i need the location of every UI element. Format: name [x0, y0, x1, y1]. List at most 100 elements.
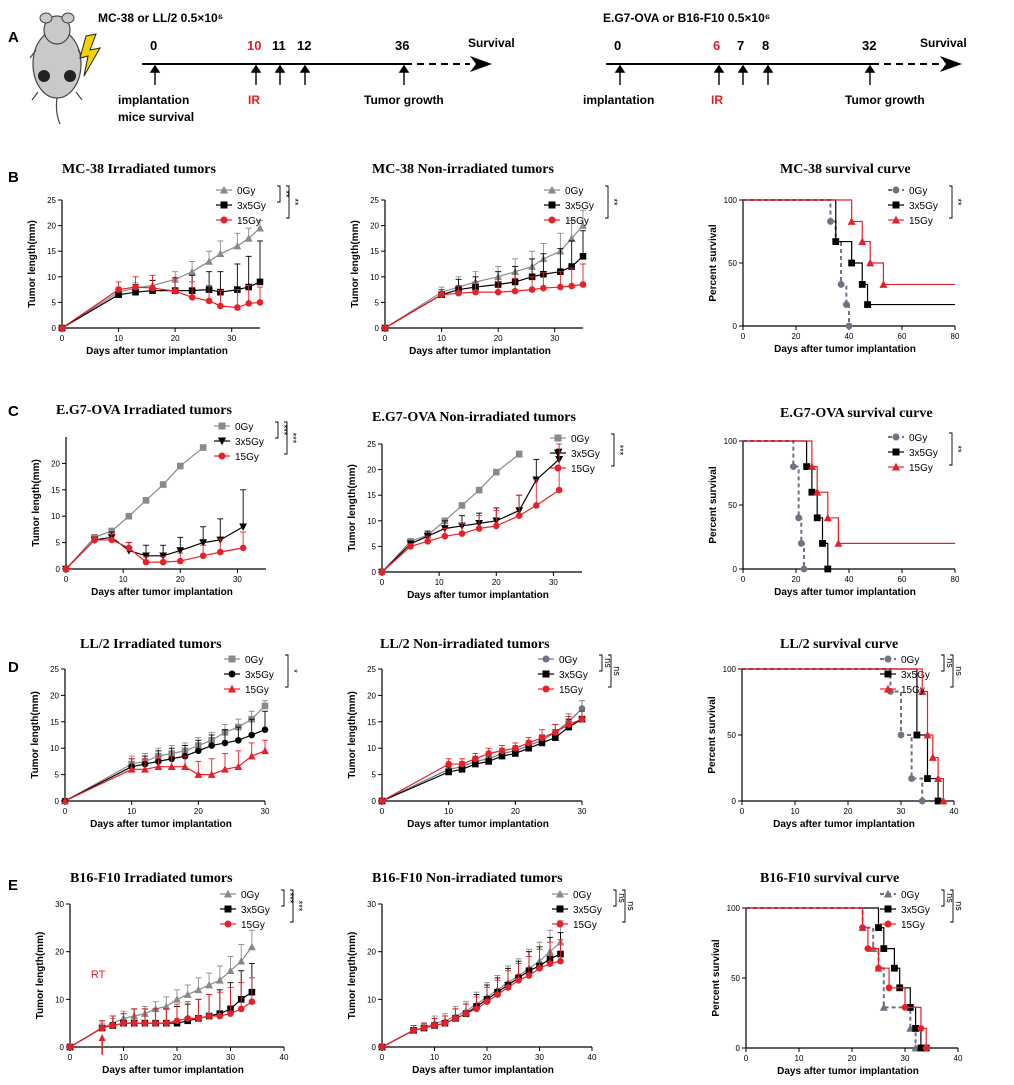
data-point: [234, 762, 243, 770]
chart-title: MC-38 survival curve: [780, 162, 911, 177]
legend-label: 0Gy: [901, 655, 919, 666]
legend-label: 3x5Gy: [565, 201, 594, 212]
data-point: [918, 797, 926, 805]
legend-label: 3x5Gy: [901, 670, 930, 681]
legend-label: 3x5Gy: [901, 905, 930, 916]
legend-label: 15Gy: [237, 216, 261, 227]
mouse-illustration: [29, 12, 101, 125]
series-0gy: [743, 440, 808, 573]
y-tick-label: 25: [47, 196, 56, 205]
x-axis-label: Days after tumor implantation: [773, 819, 915, 830]
x-axis-label: Days after tumor implantation: [777, 1066, 919, 1077]
legend-marker: [548, 201, 556, 209]
legend-marker: [218, 422, 226, 430]
y-tick-label: 15: [367, 718, 376, 727]
significance-bracket: [290, 889, 294, 923]
legend-label: 0Gy: [559, 655, 577, 666]
data-point: [127, 765, 136, 773]
legend-marker: [228, 655, 236, 663]
series-line: [61, 227, 261, 329]
legend-marker: [228, 670, 236, 678]
day-label: 36: [395, 38, 409, 53]
x-axis-label: Days after tumor implantation: [409, 346, 551, 357]
y-tick-label: 10: [367, 995, 376, 1004]
legend-entry: 15Gy: [224, 684, 269, 696]
data-point: [924, 775, 931, 782]
data-point: [215, 976, 224, 984]
data-point: [221, 739, 229, 747]
ir-label: IR: [248, 93, 260, 107]
panel-letter-b: B: [8, 169, 19, 186]
data-point: [62, 565, 70, 573]
y-tick-label: 20: [367, 691, 376, 700]
series-line: [64, 729, 266, 802]
x-tick-label: 0: [380, 807, 385, 816]
significance-bracket: [275, 421, 279, 439]
data-point: [61, 796, 69, 805]
significance-label: *: [289, 669, 299, 673]
legend-label: 0Gy: [901, 890, 919, 901]
chart-d2: LL/2 Non-irradiated tumors 0 5 10 15 20 25 0 10 2…: [347, 637, 622, 830]
data-point: [525, 972, 533, 979]
series-3x5gy: [743, 440, 832, 573]
legend-entry: 15Gy: [888, 215, 933, 227]
x-tick-label: 0: [64, 575, 69, 584]
data-point: [205, 980, 213, 989]
data-point: [475, 525, 483, 532]
x-tick-label: 0: [380, 1053, 385, 1062]
x-tick-label: 20: [483, 1053, 492, 1062]
implantation-label: implantation: [118, 93, 189, 107]
data-point: [256, 224, 264, 232]
series-line: [64, 750, 266, 802]
data-point: [485, 758, 492, 765]
data-point: [227, 1010, 234, 1017]
y-axis-label: Tumor length(mm): [30, 691, 41, 779]
data-point: [578, 715, 586, 723]
significance-bracket: [622, 889, 626, 923]
data-point: [216, 1012, 224, 1020]
legend-marker: [555, 889, 565, 898]
y-tick-label: 5: [56, 539, 61, 548]
data-point: [216, 548, 224, 556]
y-tick-label: 20: [367, 948, 376, 957]
series-line: [384, 225, 584, 329]
data-point: [245, 300, 252, 307]
data-point: [173, 1017, 181, 1025]
x-axis-label: Days after tumor implantation: [774, 587, 916, 598]
panel-letter-c: C: [8, 403, 19, 420]
series-0gy: [381, 209, 587, 332]
data-point: [247, 752, 256, 760]
series-15gy: [378, 939, 564, 1051]
chart-e2: B16-F10 Non-irradiated tumors 0 10 20 30 0 10 2…: [347, 871, 636, 1076]
survival-label: Survival: [920, 36, 967, 50]
y-tick-label: 0: [52, 324, 57, 333]
significance-label: ns: [945, 658, 955, 668]
series-line: [61, 286, 261, 329]
significance-bracket: [286, 185, 290, 219]
y-tick-label: 100: [723, 665, 737, 674]
y-axis-label: Tumor length(mm): [350, 220, 361, 308]
data-point: [167, 762, 176, 770]
mice-survival-label: mice survival: [118, 110, 194, 124]
data-point: [237, 1005, 245, 1013]
y-tick-label: 20: [47, 222, 56, 231]
data-point: [928, 753, 937, 761]
significance-bracket: [599, 654, 603, 672]
legend-entry: 3x5Gy: [538, 670, 588, 681]
significance-bracket: [285, 654, 289, 688]
survival-line: [743, 199, 955, 286]
data-point: [455, 289, 462, 297]
legend-entry: 3x5Gy: [544, 201, 594, 212]
y-tick-label: 5: [55, 771, 60, 780]
y-tick-label: 0: [372, 797, 377, 806]
data-point: [58, 324, 66, 332]
data-point: [797, 540, 805, 547]
data-point: [244, 234, 253, 242]
data-point: [512, 750, 519, 757]
day-label: 0: [150, 38, 157, 53]
legend-label: 15Gy: [573, 920, 597, 931]
legend-entry: 0Gy: [888, 186, 927, 197]
significance-label: ns: [626, 901, 636, 911]
legend-entry: 0Gy: [216, 185, 255, 197]
legend-label: 15Gy: [565, 216, 589, 227]
